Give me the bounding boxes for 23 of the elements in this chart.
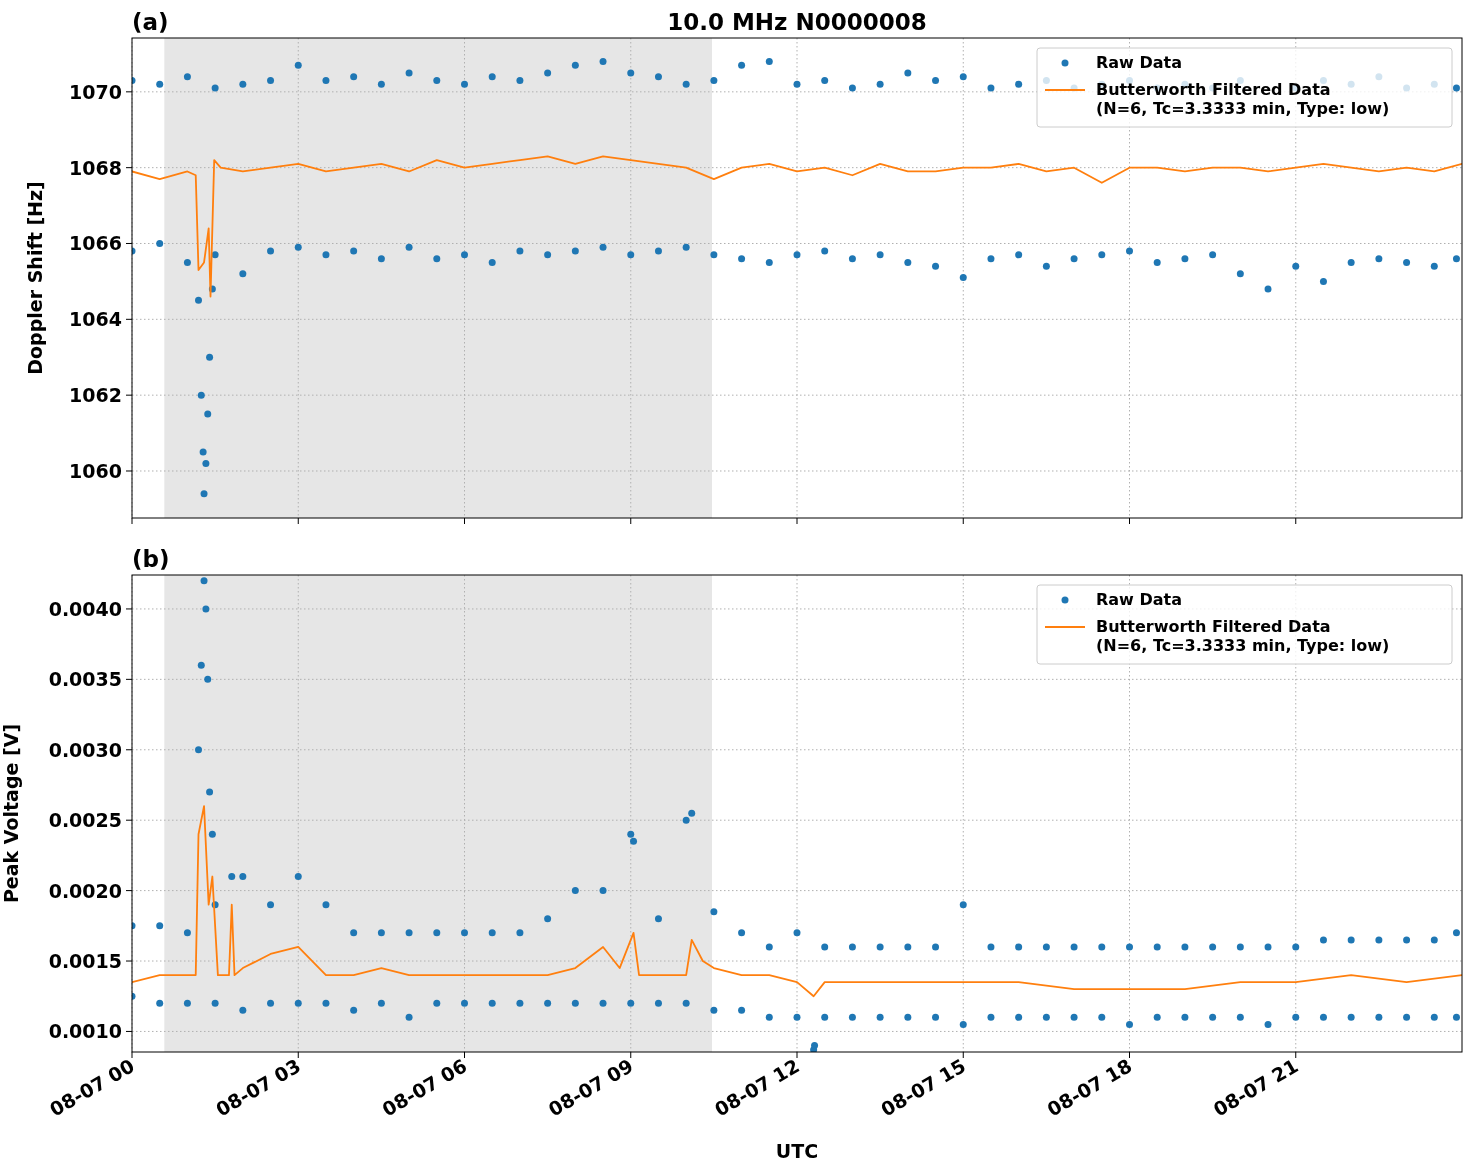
y-tick-label: 0.0035: [48, 668, 122, 691]
y-tick-label: 0.0025: [48, 809, 122, 832]
y-tick-label: 1068: [69, 156, 122, 179]
y-tick-label: 1062: [69, 384, 122, 407]
x-axis-title: UTC: [775, 1140, 819, 1162]
chart-subtitle: 10.0 MHz N0000008: [667, 9, 927, 35]
y-axis-title: Peak Voltage [V]: [0, 723, 22, 904]
chart-title: (b): [132, 546, 170, 572]
legend-label: Butterworth Filtered Data (N=6, Tc=3.3333 min, Type: low): [1096, 80, 1390, 118]
y-tick-label: 1066: [69, 232, 122, 255]
y-axis-title: Doppler Shift [Hz]: [24, 181, 46, 375]
y-tick-label: 0.0020: [48, 879, 122, 902]
y-tick-label: 1070: [69, 80, 122, 103]
chart-title: (a): [132, 9, 169, 35]
legend-label: Raw Data: [1096, 590, 1182, 609]
y-tick-label: 0.0015: [48, 950, 122, 973]
y-tick-label: 0.0040: [48, 597, 122, 620]
y-tick-label: 0.0030: [48, 738, 122, 761]
y-tick-label: 1064: [69, 308, 122, 331]
y-tick-label: 0.0010: [48, 1020, 122, 1043]
legend-label: Butterworth Filtered Data (N=6, Tc=3.3333 min, Type: low): [1096, 617, 1390, 655]
y-tick-label: 1060: [69, 459, 122, 482]
legend-label: Raw Data: [1096, 53, 1182, 72]
